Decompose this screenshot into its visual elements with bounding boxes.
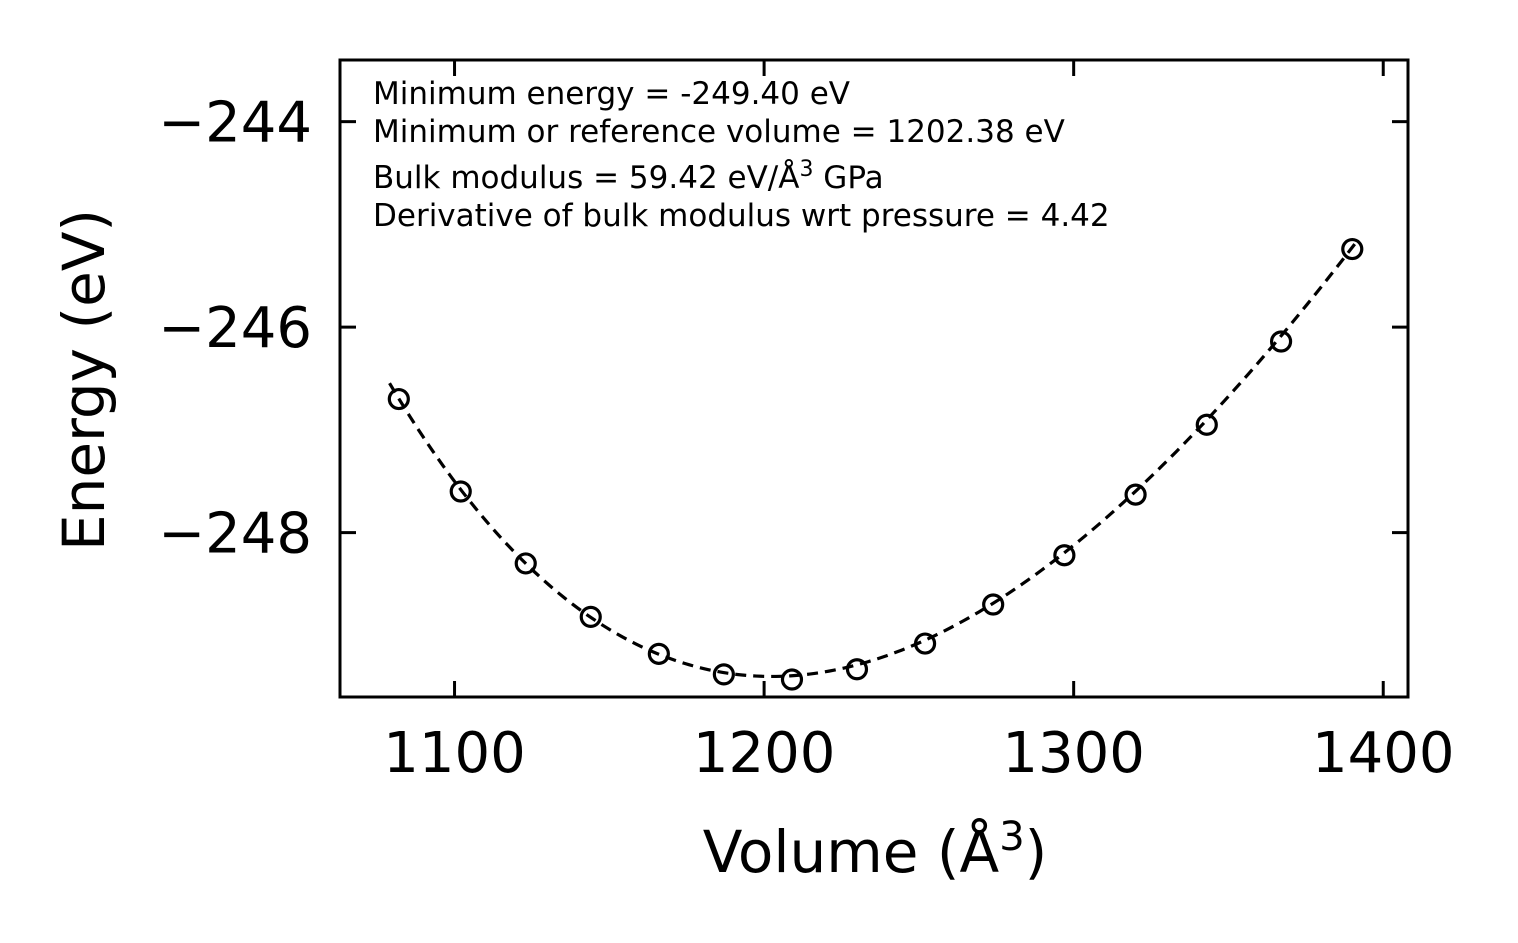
data-point	[449, 480, 472, 503]
x-tick-label: 1300	[1002, 721, 1145, 786]
annotation-bulk-modulus: Bulk modulus = 59.42 eV/Å3 GPa	[373, 157, 884, 196]
x-axis-label-text: Volume (Å	[703, 817, 1000, 886]
data-point	[982, 593, 1005, 616]
ticks-layer: 1100 1200 1300 1400 −244 −246 −248	[158, 60, 1454, 786]
data-point	[1195, 413, 1218, 436]
data-point	[387, 387, 410, 411]
data-point	[780, 668, 804, 691]
data-point	[1124, 483, 1147, 506]
y-tick-label: −244	[158, 91, 312, 156]
data-point	[913, 632, 937, 655]
annotation-bulk-modulus-sup: 3	[799, 157, 813, 182]
fit-curve	[388, 242, 1357, 679]
annotation-bulk-modulus-derivative: Derivative of bulk modulus wrt pressure …	[373, 198, 1110, 234]
annotation-min-energy: Minimum energy = -249.40 eV	[373, 76, 850, 112]
y-tick-label: −248	[158, 502, 312, 567]
annotation-box: Minimum energy = -249.40 eV Minimum or r…	[373, 76, 1110, 234]
annotation-bulk-modulus-text: Bulk modulus = 59.42 eV/Å	[373, 160, 799, 196]
data-point	[579, 605, 602, 628]
annotation-bulk-modulus-unit: GPa	[813, 160, 883, 196]
y-tick-label: −246	[158, 296, 312, 361]
x-axis-label-end: )	[1025, 818, 1048, 886]
plot-frame	[338, 58, 1410, 699]
x-tick-label: 1400	[1312, 721, 1455, 786]
data-point	[712, 663, 735, 686]
data-point	[514, 552, 537, 575]
data-point	[1341, 237, 1364, 261]
data-point	[1053, 544, 1076, 567]
x-tick-label: 1100	[383, 721, 526, 786]
y-axis-label: Energy (eV)	[50, 209, 118, 551]
x-axis-label: Volume (Å3)	[703, 814, 1048, 886]
x-axis-label-sup: 3	[999, 814, 1024, 860]
data-point	[845, 658, 869, 681]
points-layer	[387, 237, 1364, 691]
x-tick-label: 1200	[693, 721, 836, 786]
data-point	[1269, 330, 1293, 353]
fit-layer	[388, 242, 1357, 679]
data-point	[647, 642, 670, 665]
annotation-min-volume: Minimum or reference volume = 1202.38 eV	[373, 114, 1065, 150]
